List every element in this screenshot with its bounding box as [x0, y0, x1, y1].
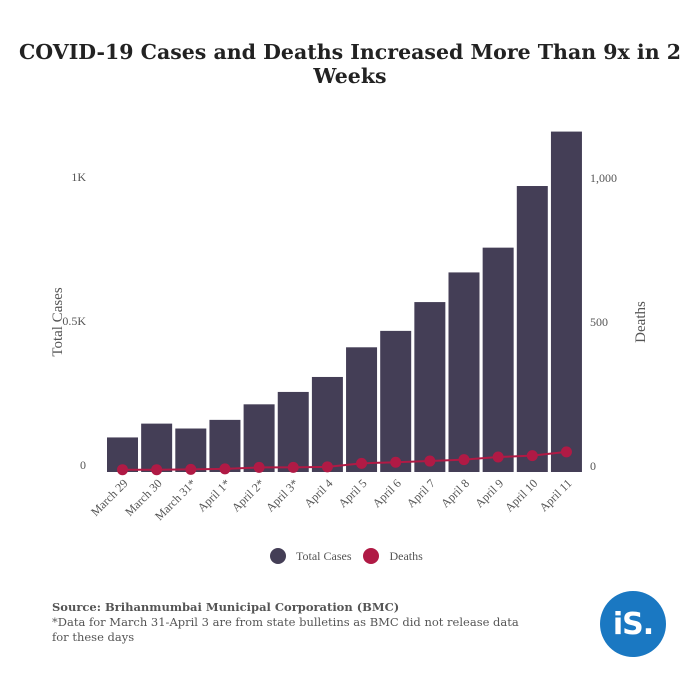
y-right-tick-label: 0 — [590, 459, 596, 473]
point-deaths[interactable] — [117, 464, 128, 476]
deaths-line-group — [117, 446, 572, 476]
point-deaths[interactable] — [424, 455, 436, 467]
logo-text: iS. — [612, 606, 654, 642]
bar-cases[interactable] — [414, 302, 446, 472]
y-right-tick-label: 1,000 — [590, 171, 617, 185]
x-tick-label: April 8 — [438, 476, 472, 510]
point-deaths[interactable] — [458, 454, 470, 466]
y-left-ticks: 0 0.5K 1K — [62, 170, 86, 472]
point-deaths[interactable] — [185, 463, 197, 475]
bar-cases[interactable] — [311, 376, 343, 472]
bar-cases[interactable] — [141, 423, 173, 472]
footnote-line: *Data for March 31-April 3 are from stat… — [52, 615, 519, 644]
bar-cases[interactable] — [277, 391, 309, 472]
legend-item-cases[interactable]: Total Cases — [270, 548, 351, 564]
bar-cases[interactable] — [448, 272, 480, 472]
y-right-tick-label: 500 — [590, 315, 608, 329]
legend-label-cases: Total Cases — [296, 548, 352, 563]
x-tick-label: April 5 — [335, 476, 369, 510]
x-tick-label: April 7 — [404, 476, 438, 510]
point-deaths[interactable] — [219, 463, 231, 475]
y-right-ticks: 0 500 1,000 — [590, 171, 617, 473]
y-left-axis-label: Total Cases — [50, 287, 66, 357]
y-left-tick-label: 1K — [71, 170, 86, 184]
bar-cases[interactable] — [346, 347, 378, 472]
point-deaths[interactable] — [253, 461, 265, 473]
point-deaths[interactable] — [492, 451, 504, 463]
point-deaths[interactable] — [321, 461, 333, 473]
chart-title: COVID-19 Cases and Deaths Increased More… — [18, 40, 682, 88]
bar-cases[interactable] — [209, 419, 241, 472]
x-tick-label: April 3* — [263, 476, 301, 514]
y-right-axis-label: Deaths — [633, 301, 649, 343]
x-tick-label: April 4 — [301, 476, 335, 510]
bar-cases[interactable] — [482, 247, 514, 472]
x-tick-label: April 10 — [502, 476, 540, 514]
x-tick-label: April 6 — [370, 476, 404, 510]
x-tick-label: April 11 — [536, 476, 574, 514]
source-line: Source: Brihanmumbai Municipal Corporati… — [52, 600, 400, 614]
bar-cases[interactable] — [516, 186, 548, 473]
legend-label-deaths: Deaths — [389, 548, 423, 563]
brand-logo: iS. — [600, 591, 666, 657]
point-deaths[interactable] — [390, 456, 402, 468]
point-deaths[interactable] — [356, 457, 368, 469]
deaths-line — [122, 450, 567, 471]
bars-group — [107, 131, 582, 473]
bar-cases[interactable] — [380, 330, 412, 472]
point-deaths[interactable] — [526, 450, 538, 462]
bar-cases[interactable] — [243, 404, 275, 472]
legend-item-deaths[interactable]: Deaths — [363, 548, 423, 564]
x-tick-label: April 2* — [229, 476, 267, 514]
y-left-tick-label: 0.5K — [62, 314, 86, 328]
legend-swatch-deaths — [363, 548, 380, 564]
x-tick-label: April 1* — [195, 476, 233, 514]
y-left-tick-label: 0 — [80, 458, 86, 472]
point-deaths[interactable] — [151, 464, 163, 476]
source-note: Source: Brihanmumbai Municipal Corporati… — [52, 600, 522, 645]
legend: Total Cases Deaths — [270, 548, 435, 564]
point-deaths[interactable] — [287, 461, 299, 473]
legend-swatch-cases — [270, 548, 286, 564]
bar-cases[interactable] — [550, 131, 582, 473]
point-deaths[interactable] — [560, 446, 572, 458]
